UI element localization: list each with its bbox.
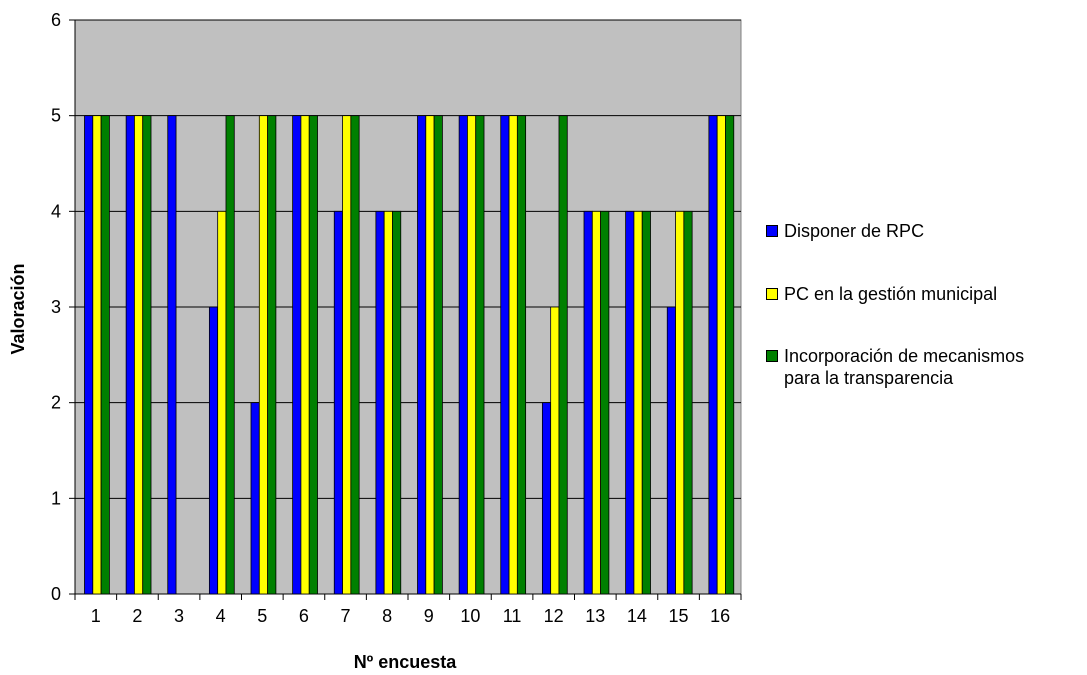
legend-label: Disponer de RPC <box>784 221 925 241</box>
legend-label: PC en la gestión municipal <box>784 284 998 304</box>
x-tick-label: 7 <box>341 606 351 626</box>
bar-transparencia <box>558 115 568 595</box>
bar-transparencia <box>516 115 527 595</box>
bar-transparencia <box>725 115 735 595</box>
x-tick-label: 9 <box>424 606 434 626</box>
bar-transparencia <box>142 115 152 595</box>
bar-disponer-rpc <box>375 210 385 595</box>
bar-transparencia <box>100 115 110 595</box>
y-tick-label: 5 <box>51 106 61 126</box>
bar-transparencia <box>683 210 693 595</box>
y-tick-label: 0 <box>51 584 61 604</box>
legend-swatch-blue <box>766 225 778 237</box>
x-tick-label: 3 <box>174 606 184 626</box>
bar-pc-gestion <box>550 306 560 595</box>
bar-pc-gestion <box>675 210 685 595</box>
bar-pc-gestion <box>591 210 601 595</box>
bar-disponer-rpc <box>708 115 718 595</box>
legend-label: Incorporación de mecanismos para la tran… <box>784 346 1025 388</box>
bar-disponer-rpc <box>250 402 260 595</box>
bar-pc-gestion <box>508 115 518 595</box>
bar-disponer-rpc <box>292 115 302 595</box>
y-tick-label: 6 <box>51 10 61 30</box>
bar-disponer-rpc <box>167 115 177 595</box>
x-tick-label: 14 <box>627 606 647 626</box>
bar-pc-gestion <box>716 115 726 595</box>
bar-disponer-rpc <box>500 115 510 595</box>
x-tick-label: 10 <box>460 606 480 626</box>
x-tick-label: 4 <box>216 606 226 626</box>
x-tick-label: 13 <box>585 606 605 626</box>
x-tick-label: 11 <box>503 606 522 626</box>
bar-disponer-rpc <box>125 115 135 595</box>
bar-transparencia <box>600 210 610 595</box>
y-tick-label: 4 <box>51 201 61 221</box>
legend-item-disponer-rpc: Disponer de RPC <box>766 220 1084 242</box>
bar-pc-gestion <box>134 115 144 595</box>
x-axis-label: Nº encuesta <box>354 652 458 672</box>
bar-transparencia <box>225 115 235 595</box>
bar-pc-gestion <box>258 115 268 595</box>
bar-pc-gestion <box>467 115 477 595</box>
bar-transparencia <box>308 115 318 595</box>
bar-disponer-rpc <box>541 402 552 595</box>
y-tick-label: 2 <box>51 393 61 413</box>
bar-disponer-rpc <box>417 115 427 595</box>
bar-pc-gestion <box>217 210 227 595</box>
legend-item-pc-gestion: PC en la gestión municipal <box>766 283 1084 305</box>
bar-disponer-rpc <box>583 210 593 595</box>
legend-item-transparencia: Incorporación de mecanismos para la tran… <box>766 345 1084 389</box>
bar-transparencia <box>641 210 651 595</box>
x-tick-label: 16 <box>710 606 730 626</box>
bar-transparencia <box>433 115 443 595</box>
legend-swatch-yellow <box>766 288 778 300</box>
x-tick-label: 8 <box>382 606 392 626</box>
x-tick-label: 12 <box>544 606 564 626</box>
x-tick-label: 2 <box>132 606 142 626</box>
y-axis-label: Valoración <box>8 263 28 354</box>
bar-disponer-rpc <box>458 115 468 595</box>
bar-transparencia <box>475 115 485 595</box>
bar-disponer-rpc <box>208 306 219 595</box>
bar-pc-gestion <box>633 210 643 595</box>
bar-pc-gestion <box>342 115 352 595</box>
bar-disponer-rpc <box>84 115 94 595</box>
bar-disponer-rpc <box>625 210 635 595</box>
bar-pc-gestion <box>425 115 435 595</box>
bar-transparencia <box>392 210 402 595</box>
bar-pc-gestion <box>300 115 310 595</box>
bar-pc-gestion <box>383 210 393 595</box>
legend-swatch-green <box>766 350 778 362</box>
bar-transparencia <box>350 115 360 595</box>
x-tick-label: 15 <box>669 606 689 626</box>
bar-pc-gestion <box>92 115 102 595</box>
x-tick-label: 6 <box>299 606 309 626</box>
x-tick-label: 1 <box>91 606 101 626</box>
x-tick-label: 5 <box>257 606 267 626</box>
y-tick-label: 3 <box>51 297 61 317</box>
bar-disponer-rpc <box>666 306 676 595</box>
bar-transparencia <box>267 115 277 595</box>
bar-disponer-rpc <box>333 210 343 595</box>
y-tick-label: 1 <box>51 488 61 508</box>
